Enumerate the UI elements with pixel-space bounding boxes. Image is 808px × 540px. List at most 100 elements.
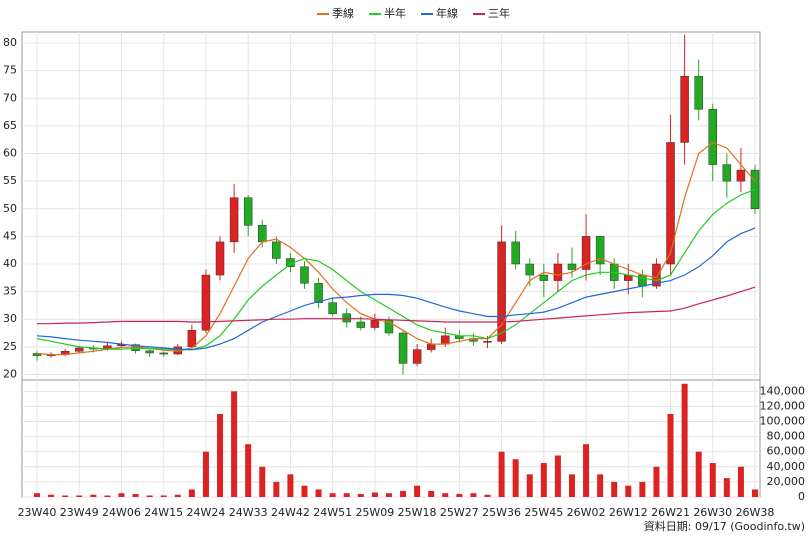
candle-body	[328, 302, 337, 314]
volume-tick-label: 100,000	[760, 415, 806, 428]
volume-bar	[470, 493, 477, 497]
x-tick-label: 24W33	[229, 506, 268, 519]
candle-body	[229, 197, 239, 243]
volume-bar	[540, 463, 547, 497]
volume-bar	[343, 493, 350, 497]
y-tick-label: 75	[3, 64, 17, 77]
volume-bar	[34, 493, 40, 497]
candle-body	[243, 197, 253, 226]
x-tick-label: 26W02	[567, 506, 606, 519]
volume-bar	[723, 478, 730, 497]
candle-body	[272, 241, 281, 259]
volume-bar	[737, 466, 744, 497]
x-tick-label: 26W12	[609, 506, 648, 519]
candle-body	[32, 353, 42, 356]
ma-line	[36, 141, 756, 356]
ma-line	[37, 286, 756, 325]
volume-tick-label: 40,000	[767, 460, 806, 473]
y-tick-label: 70	[3, 91, 17, 104]
x-tick-label: 24W42	[271, 506, 310, 519]
volume-bar	[583, 444, 590, 497]
y-tick-label: 55	[3, 174, 17, 187]
x-tick-label: 26W30	[693, 506, 732, 519]
volume-tick-label: 60,000	[767, 445, 806, 458]
x-tick-label: 25W36	[482, 506, 521, 519]
candle-body	[187, 330, 197, 348]
legend-label: 三年	[488, 6, 510, 20]
candle-body	[201, 274, 211, 331]
volume-bar	[611, 481, 618, 497]
candle-body	[511, 241, 520, 265]
volume-bar	[259, 466, 266, 497]
legend-label: 季線	[332, 6, 354, 20]
y-tick-label: 65	[3, 119, 17, 132]
ma-line	[36, 227, 756, 351]
volume-bar	[245, 444, 252, 497]
candle-body	[553, 263, 563, 281]
x-tick-label: 24W15	[144, 506, 183, 519]
legend-label: 半年	[384, 6, 406, 20]
volume-tick-label: 140,000	[760, 384, 806, 397]
candle-body	[398, 332, 408, 364]
y-tick-label: 35	[3, 285, 17, 298]
candle-body	[680, 75, 689, 143]
volume-bar	[568, 474, 575, 497]
x-tick-label: 25W09	[355, 506, 394, 519]
volume-tick-label: 0	[798, 490, 805, 503]
volume-tick-label: 120,000	[760, 399, 806, 412]
candle-body	[300, 266, 309, 284]
x-tick-label: 24W51	[313, 506, 352, 519]
volume-bar	[48, 494, 55, 497]
candle-body	[370, 320, 380, 328]
x-tick-label: 25W27	[440, 506, 479, 519]
candle-body	[258, 225, 267, 243]
candle-body	[652, 263, 661, 287]
y-tick-label: 40	[3, 257, 17, 270]
ma-line	[36, 188, 756, 351]
volume-bar	[76, 495, 83, 497]
candle-body	[356, 321, 366, 328]
volume-bar	[400, 490, 407, 497]
volume-tick-label: 80,000	[767, 430, 806, 443]
volume-bar	[118, 493, 125, 497]
volume-bar	[301, 485, 308, 497]
volume-bar	[315, 489, 322, 497]
candle-body	[483, 341, 492, 343]
candle-body	[722, 164, 732, 182]
candle-body	[74, 347, 84, 352]
volume-bar	[146, 495, 153, 497]
volume-bar	[681, 383, 688, 497]
candle-body	[441, 335, 450, 345]
x-tick-label: 25W18	[398, 506, 437, 519]
candle-body	[595, 236, 605, 265]
x-tick-label: 23W40	[18, 506, 57, 519]
volume-bar	[188, 489, 195, 497]
candle-body	[539, 274, 549, 281]
source-note: 資料日期: 09/17 (Goodinfo.tw)	[644, 519, 805, 533]
volume-bar	[653, 466, 660, 497]
candle-body	[567, 263, 577, 270]
volume-bar	[90, 494, 97, 497]
volume-bar	[287, 474, 294, 497]
volume-bar	[174, 494, 181, 497]
volume-bar	[498, 451, 505, 497]
volume-bar	[512, 459, 519, 497]
volume-bar	[217, 413, 224, 497]
candle-body	[215, 241, 225, 276]
candle-body	[581, 236, 591, 270]
x-tick-label: 25W45	[524, 506, 563, 519]
volume-bar	[160, 495, 167, 497]
x-tick-label: 23W49	[60, 506, 99, 519]
volume-bar	[104, 495, 111, 497]
candle-body	[666, 142, 675, 265]
candle-body	[708, 109, 718, 165]
volume-bar	[695, 451, 702, 497]
legend-label: 年線	[436, 6, 458, 20]
candle-body	[497, 241, 506, 342]
x-tick-label: 26W38	[736, 506, 775, 519]
candle-body	[694, 75, 703, 110]
volume-bar	[526, 474, 533, 497]
candle-body	[159, 352, 168, 355]
y-tick-label: 60	[3, 147, 17, 160]
